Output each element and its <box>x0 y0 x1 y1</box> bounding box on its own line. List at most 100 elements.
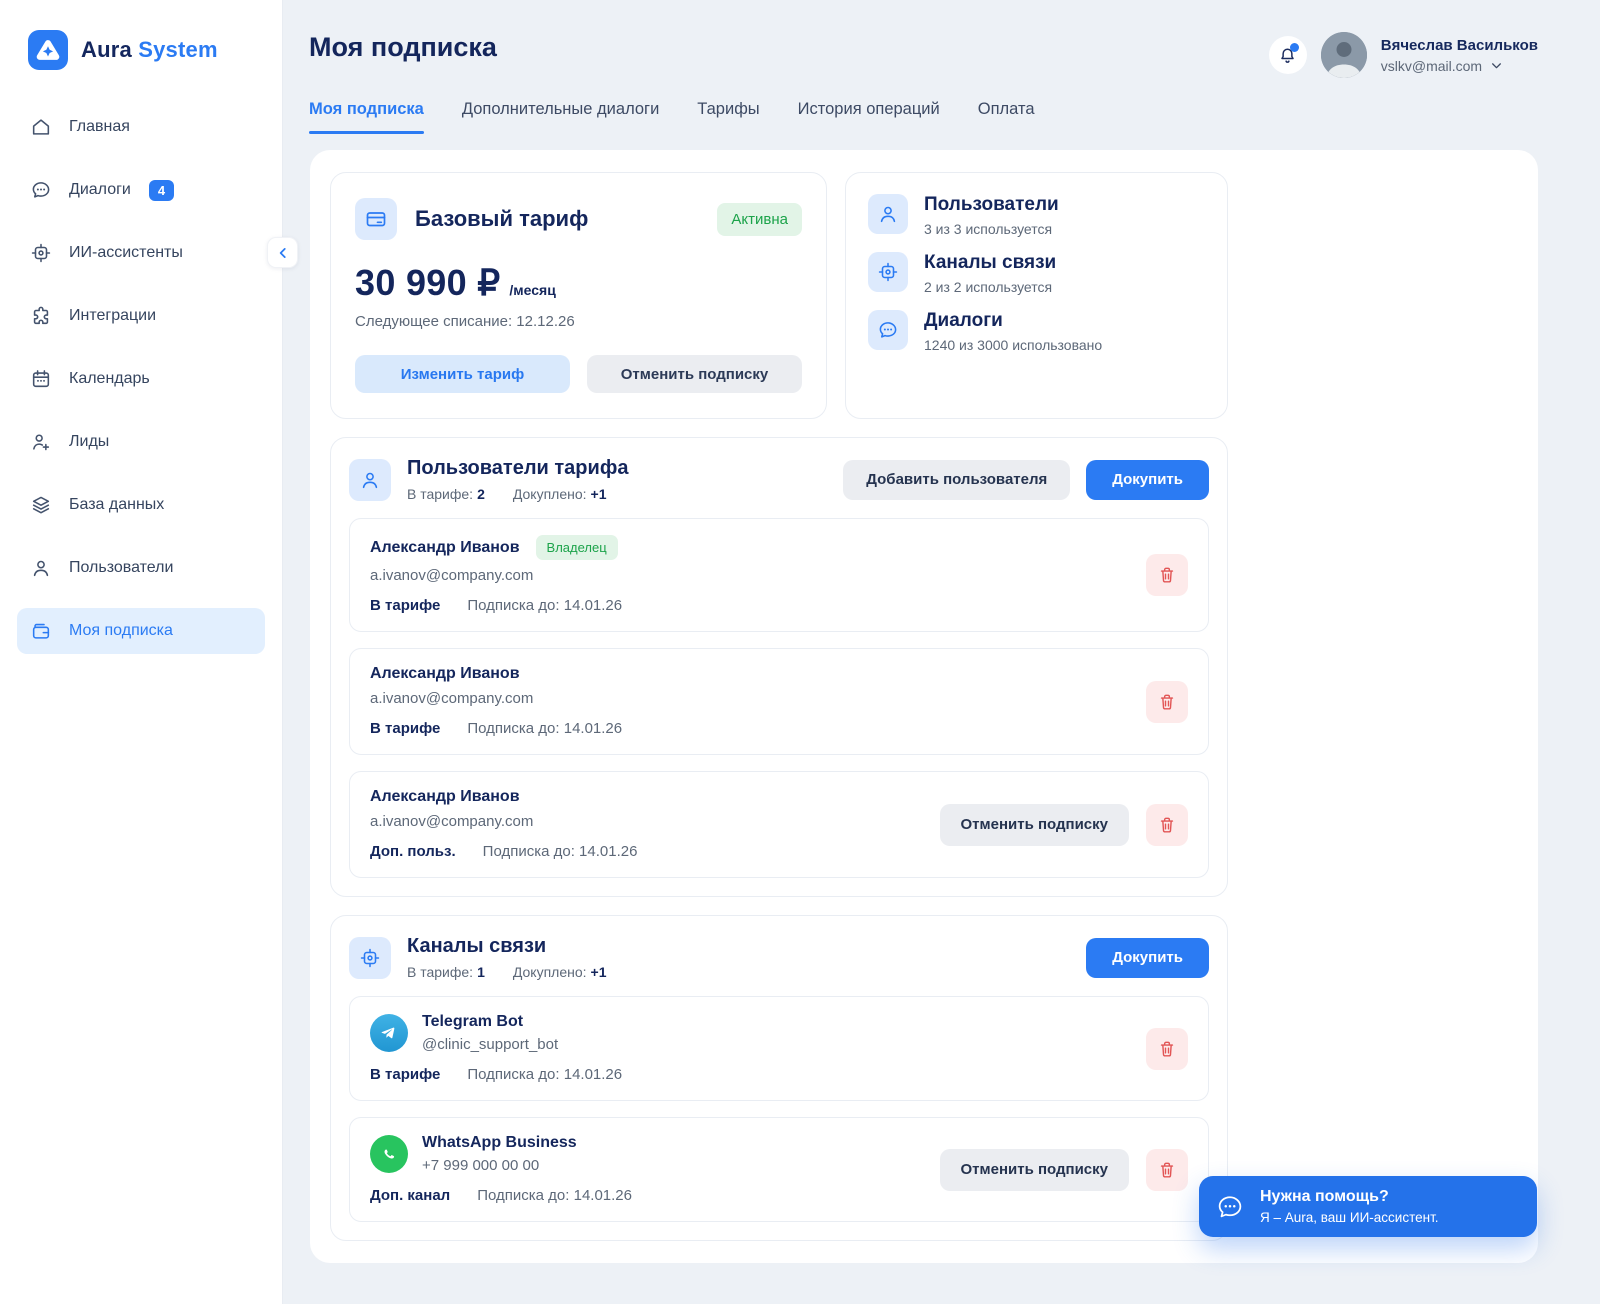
topbar: Моя подписка Вячеслав Васильков vslkv@ma… <box>283 0 1600 78</box>
usage-channels: Каналы связи 2 из 2 используется <box>868 252 1205 295</box>
user-name: Вячеслав Васильков <box>1380 36 1538 54</box>
user-icon <box>30 557 52 579</box>
user-type: Доп. польз. <box>370 843 456 860</box>
user-icon <box>868 194 908 234</box>
sidebar-item-users[interactable]: Пользователи <box>17 545 265 591</box>
trash-icon <box>1160 1041 1174 1057</box>
usage-card: Пользователи 3 из 3 используется Каналы … <box>845 172 1228 419</box>
user-type: В тарифе <box>370 597 441 614</box>
user-email: a.ivanov@company.com <box>370 813 534 830</box>
brand-name: Aura System <box>81 37 218 63</box>
trash-icon <box>1160 694 1174 710</box>
sidebar-item-label: Пользователи <box>69 559 174 576</box>
usage-sub: 3 из 3 используется <box>924 221 1053 237</box>
user-area: Вячеслав Васильков vslkv@mail.com <box>1268 32 1538 78</box>
tab-additional-dialogs[interactable]: Дополнительные диалоги <box>461 100 660 118</box>
usage-title: Пользователи <box>924 194 1059 215</box>
chip-icon <box>30 242 52 264</box>
notifications-button[interactable] <box>1268 36 1307 74</box>
user-email: a.ivanov@company.com <box>370 690 534 707</box>
usage-dialogs: Диалоги 1240 из 3000 использовано <box>868 310 1205 353</box>
cancel-channel-subscription-button[interactable]: Отменить подписку <box>939 1148 1129 1191</box>
dialogs-count-badge: 4 <box>148 179 175 201</box>
user-row: Александр Иванов a.ivanov@company.com В … <box>349 648 1209 755</box>
delete-user-button[interactable] <box>1146 803 1188 846</box>
delete-channel-button[interactable] <box>1146 1027 1188 1070</box>
delete-user-button[interactable] <box>1146 554 1188 596</box>
channel-handle: +7 999 000 00 00 <box>422 1157 540 1174</box>
sidebar-item-label: Интеграции <box>69 307 157 324</box>
sidebar-item-dialogs[interactable]: Диалоги 4 <box>17 167 265 213</box>
tab-tariffs[interactable]: Тарифы <box>697 100 760 118</box>
sidebar-item-integrations[interactable]: Интеграции <box>17 293 265 339</box>
user-row: Александр Иванов Владелец a.ivanov@compa… <box>349 518 1209 632</box>
section-title: Каналы связи <box>407 935 547 957</box>
extra-count: Докуплено: +1 <box>512 486 607 502</box>
plan-card: Базовый тариф Активна 30 990 ₽ /месяц Сл… <box>330 172 827 419</box>
subscription-until: Подписка до: 14.01.26 <box>467 1066 623 1083</box>
aura-logo-icon <box>28 30 68 70</box>
cancel-user-subscription-button[interactable]: Отменить подписку <box>939 803 1129 846</box>
user-row: Александр Иванов a.ivanov@company.com До… <box>349 771 1209 878</box>
tab-payment[interactable]: Оплата <box>977 100 1035 118</box>
sidebar-item-ai-assistants[interactable]: ИИ-ассистенты <box>17 230 265 276</box>
main-content: Моя подписка Вячеслав Васильков vslkv@ma… <box>283 0 1600 1304</box>
chat-icon <box>1218 1195 1242 1217</box>
usage-title: Диалоги <box>924 310 1003 331</box>
user-email: vslkv@mail.com <box>1380 57 1483 74</box>
owner-badge: Владелец <box>535 535 618 560</box>
chat-icon <box>868 310 908 350</box>
sidebar-nav: Главная Диалоги 4 ИИ-ассистенты Интеграц… <box>0 104 282 654</box>
sidebar-item-leads[interactable]: Лиды <box>17 419 265 465</box>
usage-title: Каналы связи <box>924 252 1057 273</box>
whatsapp-icon <box>370 1135 408 1173</box>
delete-channel-button[interactable] <box>1146 1148 1188 1191</box>
trash-icon <box>1160 817 1174 833</box>
tab-my-subscription[interactable]: Моя подписка <box>309 100 424 134</box>
next-charge-date: Следующее списание: 12.12.26 <box>355 313 575 330</box>
extra-count: Докуплено: +1 <box>512 964 607 980</box>
channels-section: Каналы связи В тарифе: 1 Докуплено: +1 Док… <box>330 915 1228 1241</box>
add-user-button[interactable]: Добавить пользователя <box>843 459 1071 500</box>
tab-bar: Моя подписка Дополнительные диалоги Тари… <box>283 100 1600 134</box>
sidebar-collapse-button[interactable] <box>267 237 298 268</box>
change-plan-button[interactable]: Изменить тариф <box>355 355 570 393</box>
brand-primary: Aura <box>81 37 132 62</box>
tab-operation-history[interactable]: История операций <box>797 100 940 118</box>
avatar[interactable] <box>1320 32 1367 78</box>
channel-row: WhatsApp Business +7 999 000 00 00 Доп. … <box>349 1117 1209 1222</box>
buy-more-users-button[interactable]: Докупить <box>1086 459 1209 500</box>
user-name: Александр Иванов <box>370 665 520 682</box>
plan-price: 30 990 ₽ <box>355 262 501 303</box>
in-plan-count: В тарифе: 2 <box>407 486 485 502</box>
content-panel: Базовый тариф Активна 30 990 ₽ /месяц Сл… <box>310 150 1538 1263</box>
channel-name: Telegram Bot <box>422 1013 524 1030</box>
sidebar-item-my-subscription[interactable]: Моя подписка <box>17 608 265 654</box>
sidebar-item-home[interactable]: Главная <box>17 104 265 150</box>
ai-help-widget[interactable]: Нужна помощь? Я – Aura, ваш ИИ-ассистент… <box>1199 1176 1537 1237</box>
user-type: В тарифе <box>370 720 441 737</box>
channel-row: Telegram Bot @clinic_support_bot В тариф… <box>349 996 1209 1101</box>
buy-more-channels-button[interactable]: Докупить <box>1086 937 1209 978</box>
sidebar-item-label: Диалоги <box>69 181 131 198</box>
help-title: Нужна помощь? <box>1260 1188 1389 1205</box>
layers-icon <box>30 494 52 516</box>
page-title: Моя подписка <box>309 32 497 62</box>
calendar-icon <box>30 368 52 390</box>
sidebar-item-calendar[interactable]: Календарь <box>17 356 265 402</box>
user-name: Александр Иванов <box>370 788 520 805</box>
plan-period: /месяц <box>509 282 556 298</box>
user-menu[interactable]: vslkv@mail.com <box>1381 59 1538 73</box>
section-title: Пользователи тарифа <box>407 457 629 479</box>
sidebar-item-label: Моя подписка <box>69 622 173 639</box>
plan-title: Базовый тариф <box>415 206 589 231</box>
sidebar-item-database[interactable]: База данных <box>17 482 265 528</box>
chevron-left-icon <box>279 247 286 258</box>
sidebar-item-label: ИИ-ассистенты <box>69 244 183 261</box>
trash-icon <box>1160 567 1174 583</box>
brand-logo: Aura System <box>0 0 282 70</box>
delete-user-button[interactable] <box>1146 680 1188 723</box>
subscription-until: Подписка до: 14.01.26 <box>467 720 623 737</box>
cancel-subscription-button[interactable]: Отменить подписку <box>587 355 802 393</box>
channel-name: WhatsApp Business <box>422 1134 577 1151</box>
